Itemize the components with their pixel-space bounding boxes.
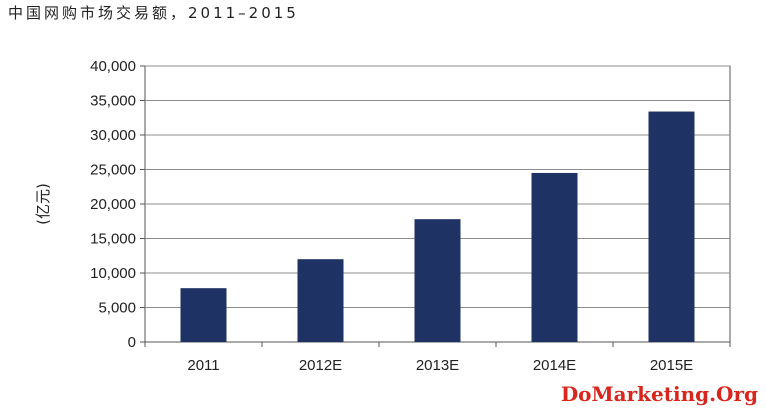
x-tick-label: 2011: [187, 357, 219, 374]
x-tick-label: 2012E: [299, 357, 342, 374]
y-tick-label: 30,000: [90, 127, 136, 144]
bar: [648, 111, 695, 342]
y-axis-label: (亿元): [34, 183, 52, 225]
y-tick-label: 15,000: [90, 231, 136, 248]
x-tick-label: 2014E: [533, 357, 576, 374]
x-axis-ticks: 2011 2012E 2013E 2014E 2015E: [144, 342, 731, 374]
chart-title: 中国网购市场交易额，2011–2015: [8, 4, 299, 22]
watermark: DoMarketing.Org: [560, 382, 758, 406]
bar: [297, 259, 344, 342]
x-tick-label: 2013E: [416, 357, 459, 374]
bars: [180, 111, 695, 342]
bar: [180, 288, 227, 342]
y-tick-label: 0: [128, 334, 136, 351]
bar: [531, 172, 578, 342]
y-tick-label: 20,000: [90, 196, 136, 213]
bar: [414, 219, 461, 342]
y-tick-label: 40,000: [90, 58, 136, 75]
y-tick-label: 5,000: [98, 300, 136, 317]
y-tick-label: 10,000: [90, 265, 136, 282]
y-tick-label: 25,000: [90, 162, 136, 179]
y-tick-label: 35,000: [90, 93, 136, 110]
y-axis-ticks: 0 5,000 10,000 15,000 20,000 25,000 30,000 35,0…: [90, 58, 145, 351]
x-tick-label: 2015E: [650, 357, 693, 374]
